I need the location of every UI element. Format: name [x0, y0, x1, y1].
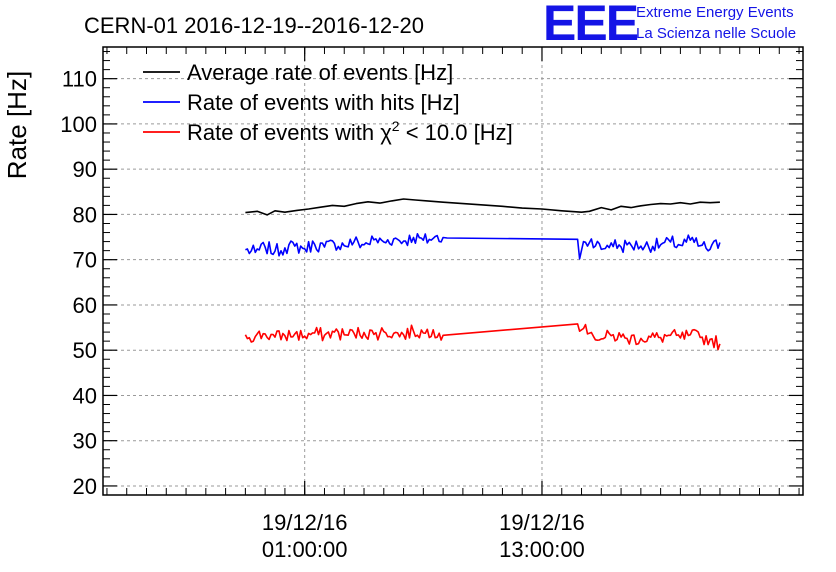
legend-chi2-sup: 2 — [392, 118, 400, 134]
eee-logo-line2: La Scienza nelle Scuole — [636, 25, 796, 42]
x-tick-date: 19/12/16 — [262, 510, 348, 535]
series-line — [245, 198, 720, 216]
legend-chi2-symbol: χ — [380, 120, 392, 145]
chart-title: CERN-01 2016-12-19--2016-12-20 — [84, 13, 424, 38]
series-line — [245, 233, 721, 260]
y-tick-label: 30 — [73, 429, 97, 454]
y-tick-label: 60 — [73, 293, 97, 318]
y-tick-label: 40 — [73, 383, 97, 408]
y-tick-label: 110 — [62, 67, 97, 92]
legend-label-hits: Rate of events with hits [Hz] — [187, 90, 460, 115]
eee-logo-mark: EEE — [543, 0, 638, 51]
grid — [103, 47, 803, 495]
y-axis-label: Rate [Hz] — [2, 71, 32, 179]
y-tick-label: 80 — [73, 202, 97, 227]
plot-frame — [102, 46, 804, 496]
x-tick-time: 01:00:00 — [262, 537, 348, 562]
legend: Average rate of events [Hz] Rate of even… — [143, 60, 513, 145]
legend-label-chi2: Rate of events with χ2 < 10.0 [Hz] — [187, 118, 513, 145]
legend-label-average: Average rate of events [Hz] — [187, 60, 453, 85]
x-tick-date: 19/12/16 — [499, 510, 585, 535]
eee-logo-line1: Extreme Energy Events — [636, 4, 794, 21]
x-tick-time: 13:00:00 — [499, 537, 585, 562]
eee-logo: EEE Extreme Energy Events La Scienza nel… — [543, 0, 796, 51]
y-tick-label: 20 — [73, 474, 97, 499]
legend-chi2-pre: Rate of events with — [187, 120, 380, 145]
axis-ticks: 203040506070809010011019/12/1601:00:0019… — [60, 47, 803, 562]
series-line — [244, 323, 721, 351]
y-tick-label: 100 — [60, 112, 97, 137]
y-tick-label: 70 — [73, 248, 97, 273]
series-layer — [244, 198, 721, 351]
legend-chi2-post: < 10.0 [Hz] — [400, 120, 513, 145]
y-tick-label: 50 — [73, 338, 97, 363]
y-tick-label: 90 — [73, 157, 97, 182]
